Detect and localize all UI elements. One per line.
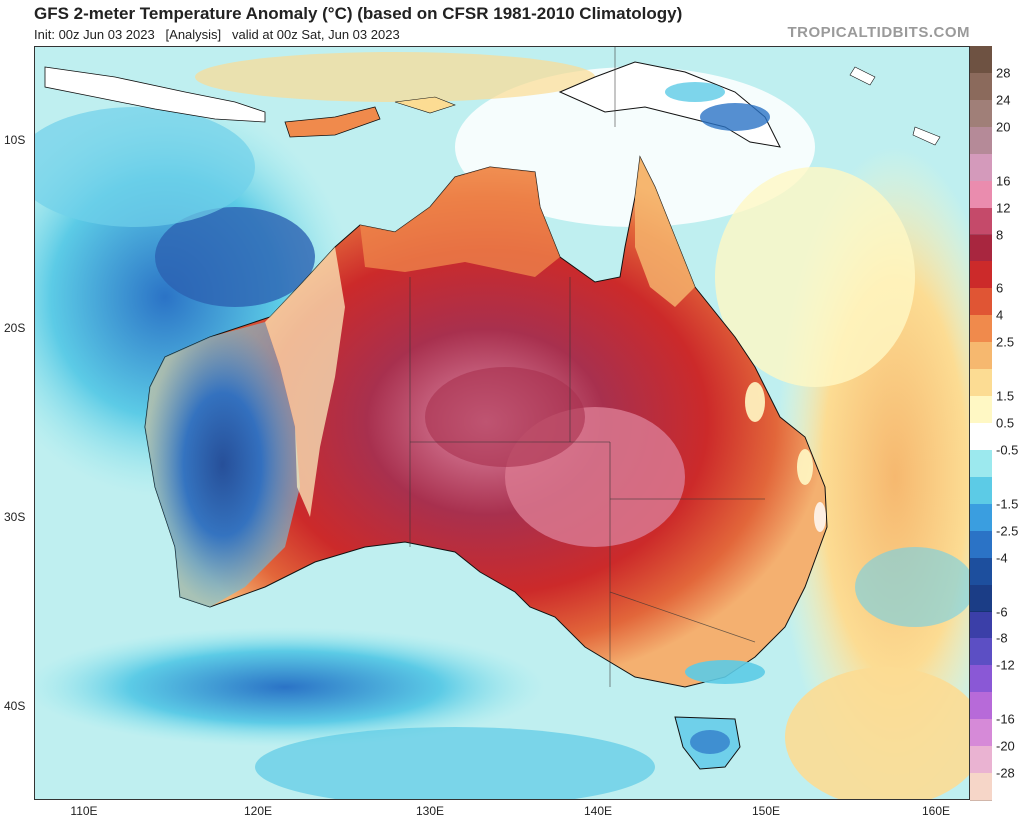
colorbar-legend: 28 24 20 16 12 8 6 4 2.5 1.5 0.5 -0.5 -1.5 -2.5 -4 -6 -8… (970, 46, 1024, 801)
colorbar-color (970, 99, 992, 128)
chart-title: GFS 2-meter Temperature Anomaly (°C) (ba… (34, 4, 683, 23)
colorbar-color (970, 557, 992, 586)
colorbar-color (970, 530, 992, 559)
colorbar-color (970, 476, 992, 505)
colorbar-label: -8 (996, 630, 1008, 646)
colorbar-label: -2.5 (996, 523, 1019, 539)
cold-anomaly-west-australia (145, 322, 300, 607)
lat-label: 10S (4, 133, 26, 147)
colorbar-color (970, 611, 992, 640)
lon-label: 120E (243, 804, 273, 818)
source-credit: TROPICALTIDBITS.COM (787, 24, 970, 41)
lon-label: 130E (415, 804, 445, 818)
colorbar-label: 2.5 (996, 334, 1015, 350)
lat-label: 40S (4, 699, 26, 713)
lon-label: 160E (921, 804, 951, 818)
colorbar-label: -1.5 (996, 496, 1019, 512)
colorbar-color (970, 719, 992, 748)
colorbar-color (970, 638, 992, 667)
colorbar-color (970, 423, 992, 451)
colorbar-color (970, 153, 992, 182)
colorbar-color (970, 288, 992, 317)
colorbar-label: 16 (996, 173, 1011, 189)
colorbar-color (970, 126, 992, 155)
indonesia-islands (44, 66, 266, 123)
colorbar-label: 12 (996, 200, 1011, 216)
colorbar-color (970, 46, 992, 74)
colorbar-label: -16 (996, 711, 1015, 727)
colorbar-color (970, 342, 992, 371)
lon-label: 110E (70, 804, 98, 818)
colorbar-color (970, 584, 992, 613)
chart-subtitle: Init: 00z Jun 03 2023 [Analysis] valid a… (34, 27, 400, 42)
colorbar-color (970, 449, 992, 478)
colorbar-swatch (970, 773, 1024, 801)
nsw-vic-border (609, 591, 756, 643)
colorbar-color (970, 180, 992, 209)
colorbar-color (970, 665, 992, 694)
lat-label: 20S (4, 321, 26, 335)
colorbar-label: -0.5 (996, 442, 1019, 458)
lon-label: 150E (751, 804, 781, 818)
colorbar-color (970, 72, 992, 101)
colorbar-label: -12 (996, 657, 1015, 673)
cold-anomaly-south-ocean (35, 627, 545, 747)
cold-anomaly-victoria (685, 660, 765, 684)
colorbar-color (970, 396, 992, 424)
anomaly-map (34, 46, 970, 800)
colorbar-label: 28 (996, 65, 1011, 81)
colorbar-label: 20 (996, 119, 1011, 135)
colorbar-label: 6 (996, 280, 1004, 296)
colorbar-color (970, 692, 992, 721)
colorbar-color (970, 773, 992, 801)
colorbar-label: 24 (996, 92, 1011, 108)
colorbar-color (970, 261, 992, 290)
colorbar-label: 1.5 (996, 388, 1015, 404)
colorbar-color (970, 746, 992, 775)
colorbar-label: -20 (996, 738, 1015, 754)
colorbar-color (970, 503, 992, 532)
colorbar-label: 0.5 (996, 415, 1015, 431)
lat-label: 30S (4, 510, 26, 524)
colorbar-label: 8 (996, 227, 1004, 242)
colorbar-label: 4 (996, 307, 1004, 323)
colorbar-label: -4 (996, 550, 1008, 566)
colorbar-color (970, 369, 992, 398)
colorbar-color (970, 315, 992, 344)
lon-label: 140E (583, 804, 613, 818)
colorbar-color (970, 207, 992, 236)
colorbar-color (970, 234, 992, 263)
colorbar-label: -28 (996, 765, 1015, 781)
colorbar-label: -6 (996, 604, 1008, 619)
